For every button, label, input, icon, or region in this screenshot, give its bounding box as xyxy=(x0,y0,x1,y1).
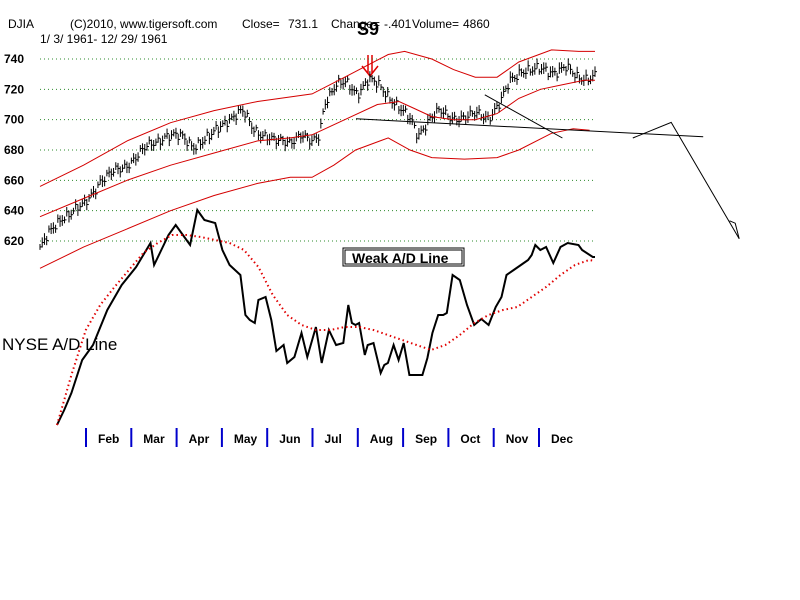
trend-line-2 xyxy=(632,121,740,240)
month-label-jun: Jun xyxy=(279,432,300,446)
month-label-may: May xyxy=(234,432,258,446)
header-symbol: DJIA xyxy=(8,17,34,31)
month-label-oct: Oct xyxy=(460,432,480,446)
header-change-value: -.401 xyxy=(384,17,412,31)
y-tick-620: 620 xyxy=(4,234,24,248)
month-axis: Feb Mar Apr May Jun Jul Aug Sep Oct Nov Dec xyxy=(85,428,573,447)
header-copyright: (C)2010, www.tigersoft.com xyxy=(70,17,217,31)
trend-line-0 xyxy=(484,94,563,139)
y-tick-740: 740 xyxy=(4,52,24,66)
month-label-feb: Feb xyxy=(98,432,119,446)
month-label-mar: Mar xyxy=(143,432,165,446)
month-label-nov: Nov xyxy=(506,432,529,446)
gridlines xyxy=(40,58,595,242)
header-volume-value: 4860 xyxy=(463,17,490,31)
month-label-apr: Apr xyxy=(189,432,210,446)
y-tick-640: 640 xyxy=(4,204,24,218)
ad-line xyxy=(56,207,595,426)
header-date-range: 1/ 3/ 1961- 12/ 29/ 1961 xyxy=(40,32,168,46)
month-label-sep: Sep xyxy=(415,432,437,446)
y-tick-700: 700 xyxy=(4,113,24,127)
header-volume-label: Volume= xyxy=(412,17,459,31)
y-tick-660: 660 xyxy=(4,173,24,187)
month-label-aug: Aug xyxy=(370,432,393,446)
moving-average-line xyxy=(39,79,595,218)
header-close-value: 731.1 xyxy=(288,17,318,31)
trend-line-1 xyxy=(355,118,704,138)
signal-label: S9 xyxy=(357,19,379,39)
y-tick-720: 720 xyxy=(4,82,24,96)
trend-line-3 xyxy=(729,220,740,239)
indicator-series xyxy=(39,49,596,426)
upper-band-line xyxy=(39,49,595,187)
weak-ad-label: Weak A/D Line xyxy=(352,250,449,266)
ad-line-label: NYSE A/D Line xyxy=(2,335,117,354)
lower-band-line xyxy=(39,128,590,269)
y-axis-ticks: 740 720 700 680 660 640 620 xyxy=(4,52,24,248)
month-label-jul: Jul xyxy=(325,432,342,446)
header-change-label: Change= xyxy=(331,17,380,31)
trend-lines xyxy=(355,94,740,240)
weak-ad-annotation: Weak A/D Line xyxy=(342,247,465,267)
y-tick-680: 680 xyxy=(4,143,24,157)
price-series xyxy=(39,58,597,250)
month-label-dec: Dec xyxy=(551,432,573,446)
header-close-label: Close= xyxy=(242,17,280,31)
